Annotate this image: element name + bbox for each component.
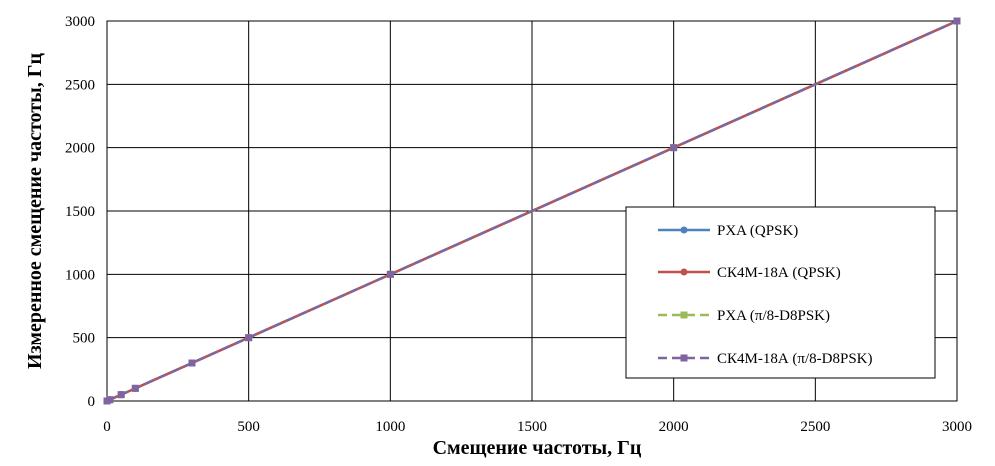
y-tick-label-6: 3000 — [65, 14, 95, 30]
y-tick-label-3: 1500 — [65, 204, 95, 220]
legend-label-2: PXA (π/8-D8PSK) — [717, 308, 830, 324]
legend-item-3: СК4М-18А (π/8-D8PSK) — [658, 351, 873, 367]
plot-frame — [106, 20, 958, 402]
x-axis-title: Смещение частоты, Гц — [433, 437, 642, 459]
y-axis-title: Измеренное смещение частоты, Гц — [24, 53, 46, 369]
series-line-3 — [106, 19, 958, 403]
series-3 — [103, 17, 961, 405]
data-point — [670, 144, 678, 152]
data-point — [117, 391, 125, 399]
data-point — [386, 270, 394, 278]
x-tick-label-5: 2500 — [800, 419, 830, 435]
x-tick-label-3: 1500 — [517, 419, 547, 435]
legend-marker-2 — [680, 311, 688, 319]
data-point — [106, 396, 114, 404]
legend-marker-0 — [680, 226, 688, 234]
x-tick-label-2: 1000 — [375, 419, 405, 435]
legend-item-2: PXA (π/8-D8PSK) — [658, 308, 830, 324]
data-point — [953, 17, 961, 25]
y-tick-label-4: 2000 — [65, 141, 95, 157]
x-tick-label-0: 0 — [103, 419, 111, 435]
legend-label-3: СК4М-18А (π/8-D8PSK) — [717, 351, 873, 367]
data-point — [245, 334, 253, 342]
tick-labels: 0 500 1000 1500 2000 2500 3000 0 500 1000 1500 2000… — [65, 14, 972, 435]
data-point — [188, 359, 196, 367]
y-tick-label-5: 2500 — [65, 77, 95, 93]
legend-box — [625, 206, 936, 379]
legend-item-0: PXA (QPSK) — [658, 223, 798, 239]
y-tick-label-0: 0 — [88, 394, 96, 410]
x-tick-label-6: 3000 — [942, 419, 972, 435]
legend-marker-1 — [680, 268, 688, 276]
legend-marker-3 — [680, 354, 688, 362]
y-tick-label-1: 500 — [73, 331, 96, 347]
x-tick-label-4: 2000 — [659, 419, 689, 435]
series-layer — [103, 17, 961, 405]
x-tick-label-1: 500 — [237, 419, 260, 435]
legend-item-1: СК4М-18А (QPSK) — [658, 265, 841, 281]
y-tick-label-2: 1000 — [65, 267, 95, 283]
legend-label-1: СК4М-18А (QPSK) — [717, 265, 841, 281]
legend-label-0: PXA (QPSK) — [717, 223, 798, 239]
data-point — [131, 384, 139, 392]
legend: PXA (QPSK) СК4М-18А (QPSK) PXA (π/8-D8PSK)… — [625, 206, 936, 379]
